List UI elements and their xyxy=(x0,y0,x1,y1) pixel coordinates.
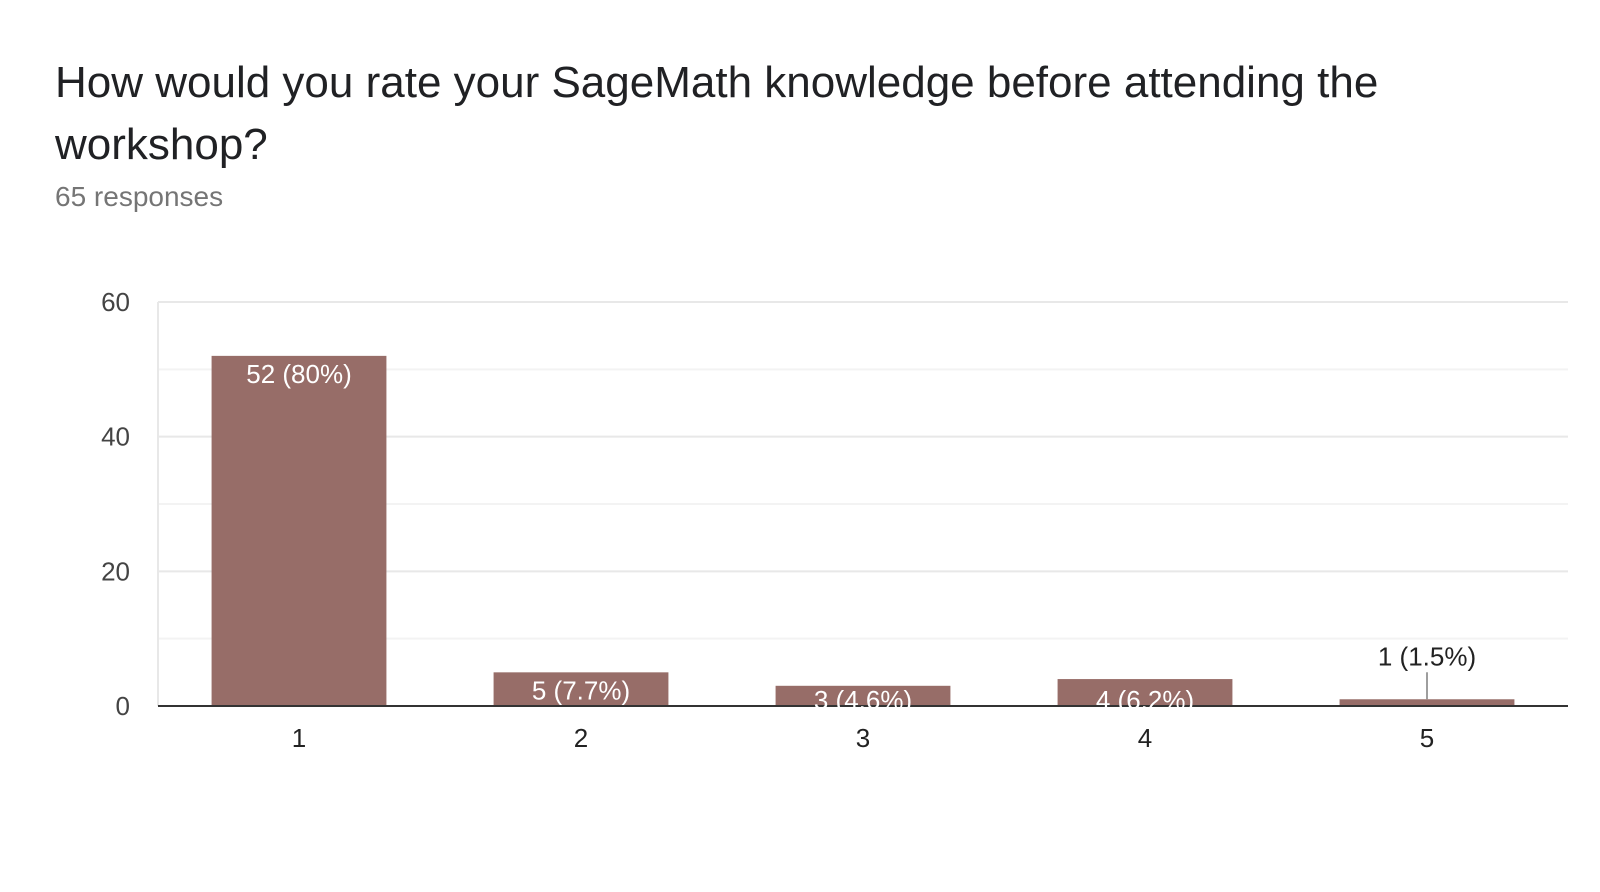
y-tick-label: 0 xyxy=(116,691,130,721)
x-tick-label: 1 xyxy=(292,723,306,753)
x-axis-ticks: 1 2 3 4 5 xyxy=(292,723,1434,753)
bar-3 xyxy=(775,685,951,706)
x-tick-label: 3 xyxy=(856,723,870,753)
y-axis-ticks: 0 20 40 60 xyxy=(101,287,130,721)
bar-1 xyxy=(211,355,387,706)
response-count: 65 responses xyxy=(55,181,224,212)
bar-4 xyxy=(1057,679,1233,706)
data-label: 1 (1.5%) xyxy=(1378,641,1476,671)
gridlines xyxy=(157,301,1568,706)
y-tick-label: 20 xyxy=(101,556,130,586)
chart-title: How would you rate your SageMath knowled… xyxy=(55,58,1379,169)
x-tick-label: 5 xyxy=(1420,723,1434,753)
data-label: 52 (80%) xyxy=(246,359,352,389)
y-tick-label: 60 xyxy=(101,287,130,317)
data-labels: 52 (80%) 5 (7.7%) 3 (4.6%) 4 (6.2%) 1 (1.5%) xyxy=(246,359,1476,715)
data-label: 5 (7.7%) xyxy=(532,675,630,705)
bar-5 xyxy=(1339,699,1515,706)
x-tick-label: 4 xyxy=(1138,723,1152,753)
y-tick-label: 40 xyxy=(101,422,130,452)
x-tick-label: 2 xyxy=(574,723,588,753)
data-label: 3 (4.6%) xyxy=(814,685,912,715)
data-label: 4 (6.2%) xyxy=(1096,685,1194,715)
bars xyxy=(211,355,1515,706)
bar-2 xyxy=(493,672,669,706)
